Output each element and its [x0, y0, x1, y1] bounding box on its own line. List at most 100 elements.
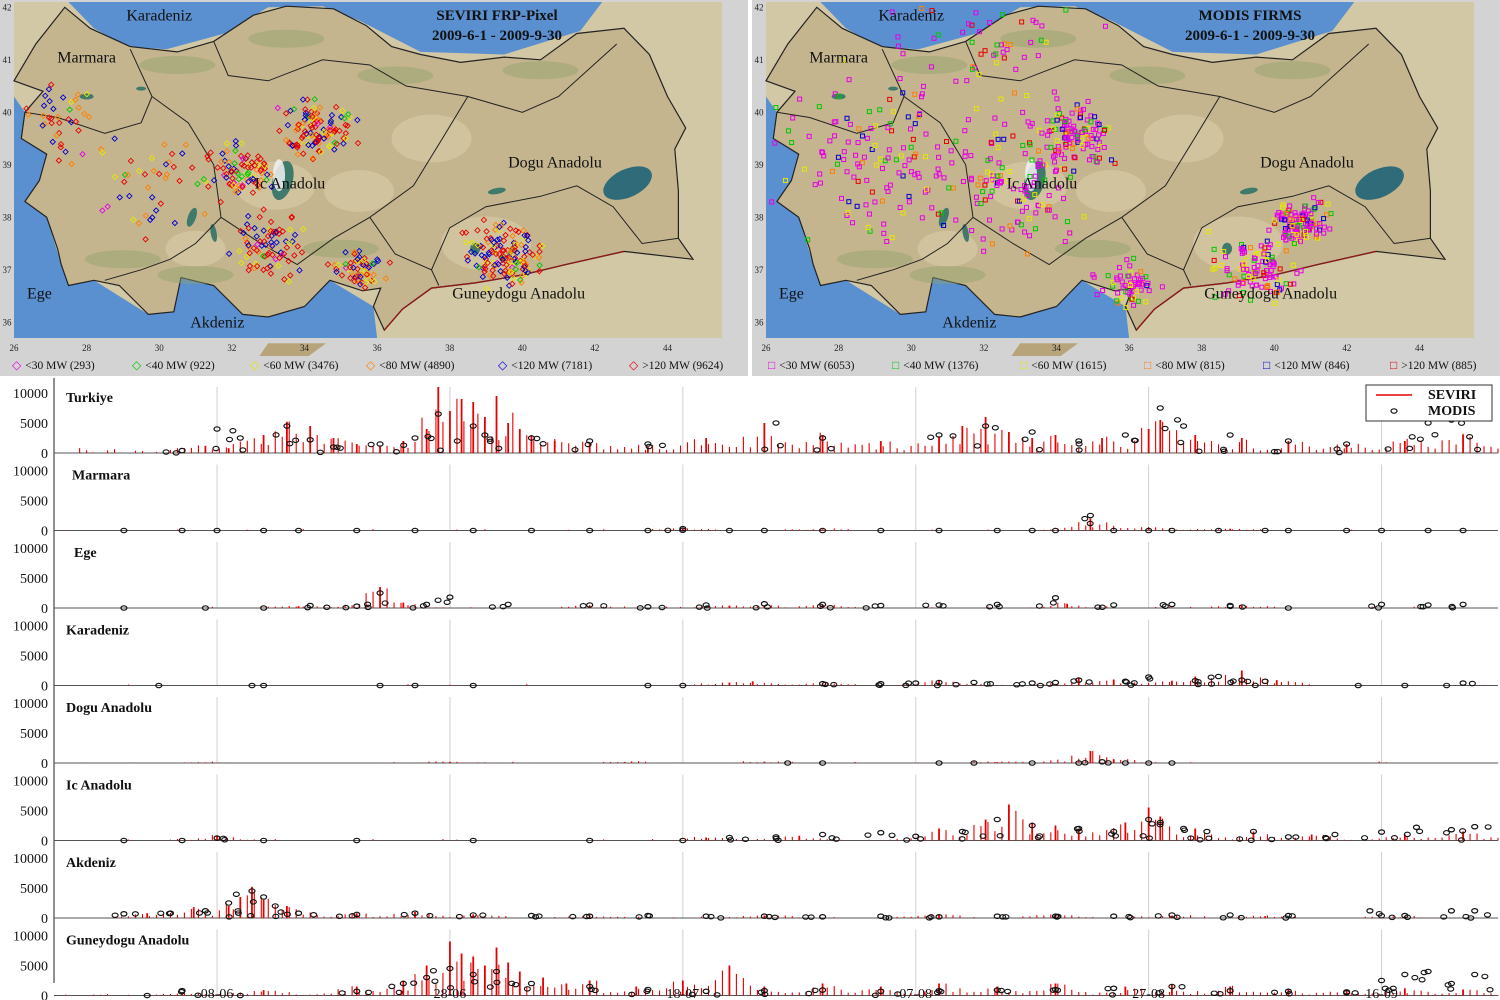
modis-marker: [903, 837, 911, 843]
fire-pixel-marker: [861, 154, 867, 160]
fire-pixel-marker: [229, 175, 236, 182]
fire-pixel-marker: [344, 122, 351, 129]
modis-marker: [486, 436, 494, 442]
fire-pixel-marker: [142, 236, 149, 243]
fire-pixel-marker: [265, 249, 273, 257]
fire-pixel-marker: [1128, 280, 1134, 286]
modis-marker: [1110, 913, 1118, 920]
fire-pixel-marker: [308, 124, 316, 132]
fire-pixel-marker: [1241, 273, 1247, 279]
fire-pixel-marker: [1069, 110, 1075, 116]
x-tick-label: 18-07: [667, 987, 700, 1000]
fire-pixel-marker: [1067, 174, 1073, 180]
fire-pixel-marker: [274, 104, 282, 112]
region-label: Akdeniz: [190, 315, 244, 332]
fire-pixel-marker: [46, 97, 53, 105]
fire-pixel-marker: [976, 72, 982, 78]
modis-marker: [1195, 448, 1203, 455]
fire-pixel-marker: [977, 175, 983, 181]
lat-tick-label: 40: [755, 107, 765, 117]
fire-pixel-marker: [1079, 130, 1085, 136]
modis-marker: [323, 604, 331, 611]
fire-pixel-marker: [1327, 226, 1333, 232]
fire-pixel-marker: [244, 169, 252, 176]
modis-marker: [1028, 527, 1036, 534]
fire-pixel-marker: [938, 210, 944, 216]
fire-pixel-marker: [968, 177, 974, 183]
y-tick-label: 5000: [20, 417, 48, 432]
fire-pixel-marker: [1251, 264, 1257, 270]
modis-marker: [499, 603, 507, 610]
fire-pixel-marker: [1110, 279, 1116, 285]
fire-pixel-marker: [124, 171, 132, 179]
modis-marker: [993, 913, 1001, 920]
modis-marker: [434, 597, 442, 603]
fire-pixel-marker: [283, 244, 291, 251]
fire-pixel-marker: [250, 173, 257, 180]
fire-pixel-marker: [481, 253, 489, 261]
fire-pixel-marker: [962, 153, 968, 159]
fire-pixel-marker: [239, 183, 246, 191]
vegetation-patch: [502, 61, 579, 80]
modis-marker: [410, 980, 418, 986]
seviri-series: [79, 387, 1499, 453]
y-tick-label: 10000: [13, 852, 48, 867]
mediterranean-sea: [14, 191, 378, 338]
modis-marker: [1282, 915, 1290, 921]
fire-pixel-marker: [790, 115, 796, 121]
modis-marker: [1417, 603, 1425, 610]
fire-pixel-marker: [836, 93, 842, 99]
fire-pixel-marker: [309, 154, 317, 162]
terrain-patch: [391, 114, 472, 163]
fire-pixel-marker: [835, 154, 841, 160]
fire-pixel-marker: [205, 183, 212, 190]
fire-pixel-marker: [936, 154, 942, 160]
fire-pixel-marker: [382, 275, 390, 282]
fire-pixel-marker: [999, 165, 1005, 171]
lake: [136, 86, 147, 91]
modis-marker: [249, 899, 257, 905]
fire-pixel-marker: [356, 247, 363, 255]
fire-pixel-marker: [846, 77, 852, 83]
lon-tick-label: 36: [373, 343, 383, 353]
fire-pixel-marker: [812, 182, 818, 188]
fire-pixel-marker: [223, 170, 230, 178]
fire-pixel-marker: [1241, 260, 1247, 266]
modis-marker: [434, 411, 442, 417]
fire-pixel-marker: [1280, 234, 1286, 240]
panel-turkiye: 0 5000 10000 Turkiye: [13, 387, 1499, 462]
fire-pixel-marker: [276, 254, 283, 262]
fire-pixel-marker: [150, 167, 157, 175]
fire-pixel-marker: [1069, 129, 1075, 135]
modis-marker: [586, 438, 594, 444]
fire-pixel-marker: [1131, 302, 1137, 308]
modis-marker: [816, 603, 825, 610]
modis-marker: [1028, 680, 1036, 686]
fire-pixel-marker: [497, 267, 504, 275]
fire-pixel-marker: [1063, 135, 1069, 141]
fire-pixel-marker: [1294, 270, 1300, 276]
vegetation-patch: [84, 250, 161, 269]
fire-pixel-marker: [295, 121, 303, 128]
y-tick-label: 5000: [20, 882, 48, 897]
fire-pixel-marker: [231, 160, 238, 167]
fire-pixel-marker: [1022, 151, 1028, 157]
modis-marker: [469, 971, 477, 978]
fire-pixel-marker: [969, 66, 975, 72]
modis-marker: [277, 909, 285, 915]
fire-pixel-marker: [1126, 273, 1132, 279]
modis-marker: [1075, 438, 1083, 444]
modis-marker: [888, 832, 896, 839]
fire-pixel-marker: [1028, 39, 1034, 45]
modis-marker: [1130, 680, 1138, 686]
modis-marker: [1249, 828, 1258, 835]
seviri-series: [107, 886, 1436, 918]
y-tick-label: 0: [41, 525, 48, 540]
fire-pixel-marker: [462, 239, 470, 246]
fire-pixel-marker: [1072, 129, 1078, 135]
fire-pixel-marker: [856, 126, 862, 132]
fire-pixel-marker: [489, 248, 496, 256]
panel-marmara: 0 5000 10000 Marmara: [13, 464, 1498, 540]
fire-pixel-marker: [829, 168, 835, 174]
fire-pixel-marker: [327, 117, 335, 125]
